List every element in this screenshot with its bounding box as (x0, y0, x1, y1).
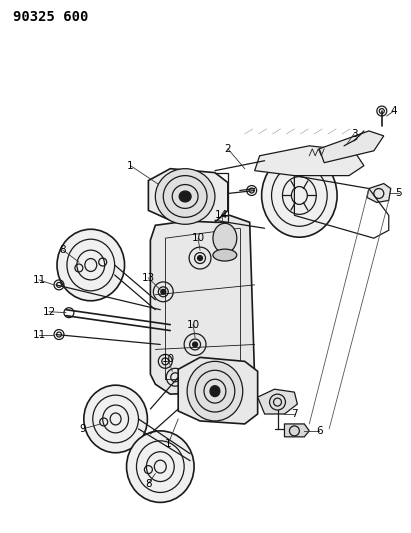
Polygon shape (178, 358, 258, 424)
Circle shape (198, 256, 203, 261)
Circle shape (193, 342, 198, 347)
Text: 13: 13 (142, 273, 155, 283)
Polygon shape (284, 424, 309, 437)
Text: 1: 1 (165, 439, 171, 449)
Text: 3: 3 (351, 129, 357, 139)
Ellipse shape (179, 191, 191, 202)
Circle shape (161, 289, 166, 294)
Polygon shape (319, 131, 384, 163)
Ellipse shape (187, 361, 243, 421)
Text: 6: 6 (316, 426, 323, 436)
Text: 90325 600: 90325 600 (13, 10, 89, 24)
Text: 10: 10 (187, 320, 200, 329)
Text: 1: 1 (127, 160, 134, 171)
Text: 2: 2 (224, 144, 231, 154)
Text: 11: 11 (32, 275, 46, 285)
Text: 14: 14 (215, 211, 229, 220)
Polygon shape (367, 183, 391, 203)
Ellipse shape (210, 386, 220, 397)
Text: 9: 9 (79, 424, 86, 434)
Ellipse shape (127, 431, 194, 503)
Ellipse shape (84, 385, 148, 453)
Text: 4: 4 (390, 106, 397, 116)
Text: 10: 10 (162, 354, 175, 365)
Text: 8: 8 (60, 245, 66, 255)
Ellipse shape (57, 229, 125, 301)
Text: 5: 5 (395, 189, 402, 198)
Text: 7: 7 (291, 409, 298, 419)
Ellipse shape (213, 249, 237, 261)
Polygon shape (255, 146, 364, 175)
Ellipse shape (213, 223, 237, 253)
Text: 10: 10 (192, 233, 205, 243)
Ellipse shape (262, 154, 337, 237)
Polygon shape (148, 168, 228, 222)
Text: 11: 11 (32, 329, 46, 340)
Text: 12: 12 (42, 306, 55, 317)
Polygon shape (258, 389, 298, 414)
Text: 8: 8 (145, 479, 152, 489)
Ellipse shape (155, 168, 215, 224)
Polygon shape (150, 215, 255, 394)
